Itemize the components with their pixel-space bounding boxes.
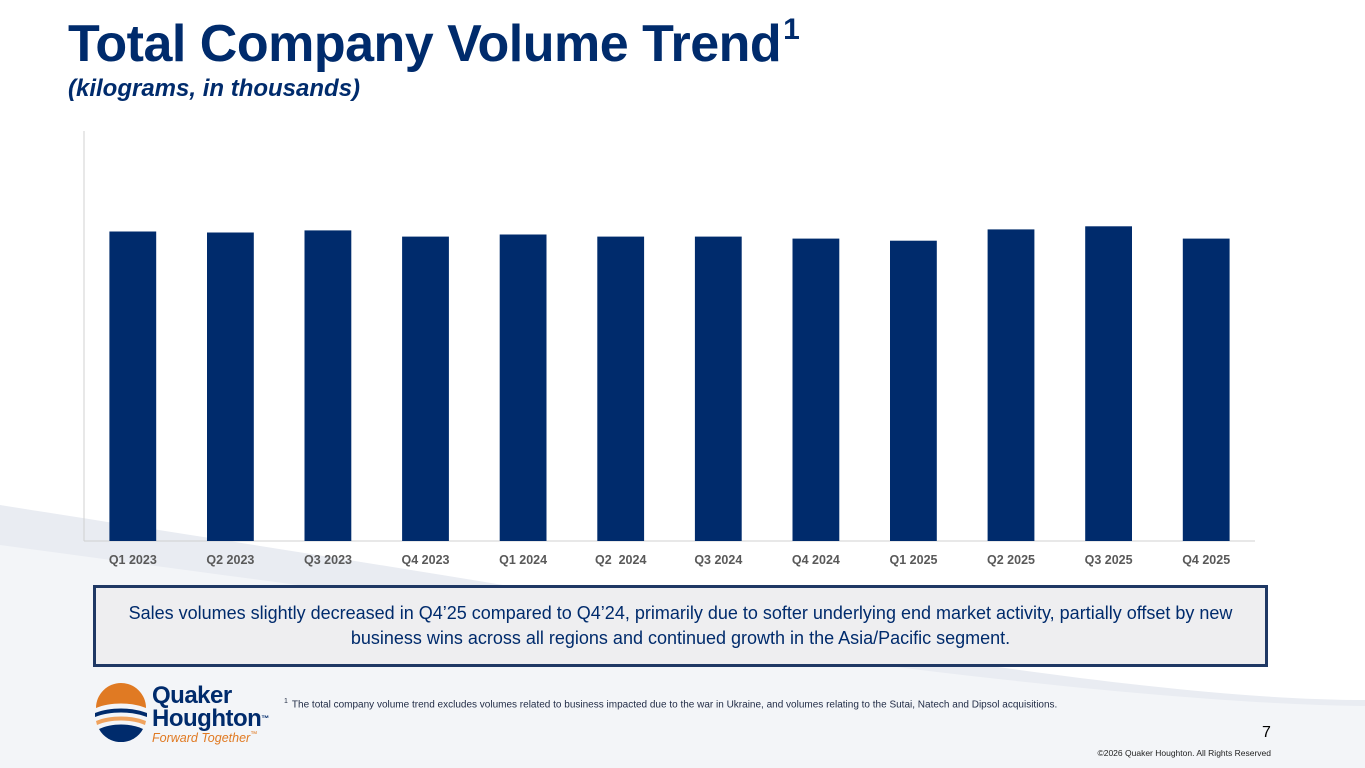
x-tick-label: Q3 2025 [1085,553,1133,567]
x-tick-label: Q2 2024 [595,553,646,567]
title-footnote-marker: 1 [783,13,800,46]
x-tick-label: Q3 2024 [694,553,742,567]
footnote-marker: 1 [284,698,288,705]
slide-title: Total Company Volume Trend1 [68,13,800,74]
logo-globe-top [96,683,146,708]
bar-q2-2025 [987,229,1035,541]
bar-q3-2023 [304,230,352,541]
callout-box: Sales volumes slightly decreased in Q4’2… [93,585,1268,667]
logo-line-2-text: Houghton [152,705,262,732]
x-tick-label: Q1 2023 [109,553,157,567]
page-number: 7 [1262,724,1271,741]
x-tick-label: Q4 2025 [1182,553,1230,567]
bar-q3-2025 [1085,226,1132,542]
logo-globe-bottom [99,724,143,742]
bar-series [109,226,1230,542]
logo-tagline-trademark: ™ [250,731,258,738]
slide-title-text: Total Company Volume Trend [68,15,782,73]
slide-subtitle: (kilograms, in thousands) [68,75,361,102]
company-logo: Quaker Houghton™ Forward Together™ [92,678,272,750]
bar-q4-2023 [402,236,449,541]
logo-line-2: Houghton™ [152,707,269,731]
bar-q1-2023 [109,231,157,541]
volume-bar-chart: Q1 2023 Q2 2023 Q3 2023 Q4 2023 Q1 2024 Q2 20… [83,131,1255,567]
footnote-text: The total company volume trend excludes … [291,699,1058,711]
bar-q4-2025 [1182,238,1230,541]
x-tick-label: Q4 2023 [402,553,450,567]
title-block: Total Company Volume Trend1 (kilograms, … [68,13,800,104]
bar-q1-2025 [890,240,937,541]
logo-globe-icon [95,683,147,742]
footnote: 1 The total company volume trend excludes… [284,698,1057,710]
logo-line-1: Quaker [152,682,232,709]
bar-q3-2024 [694,236,742,541]
x-tick-label: Q4 2024 [792,553,840,567]
x-tick-label: Q1 2024 [499,553,547,567]
logo-tagline-text: Forward Together [152,731,251,745]
bar-q4-2024 [792,238,840,541]
bar-q1-2024 [499,234,547,541]
bar-q2-2024 [597,236,645,541]
bar-q2-2023 [207,232,254,541]
copyright-notice: ©2026 Quaker Houghton. All Rights Reserv… [1097,748,1271,758]
logo-globe-band-1 [95,708,147,717]
x-tick-label: Q2 2023 [206,553,254,567]
x-axis-tick-labels: Q1 2023 Q2 2023 Q3 2023 Q4 2023 Q1 2024 Q2 20… [109,553,1230,567]
logo-globe-band-2 [96,716,146,725]
x-tick-label: Q3 2023 [304,553,352,567]
x-tick-label: Q2 2025 [987,553,1035,567]
logo-trademark: ™ [261,714,269,723]
logo-tagline: Forward Together™ [152,731,257,745]
x-tick-label: Q1 2025 [890,553,938,567]
callout-text: Sales volumes slightly decreased in Q4’2… [128,603,1233,648]
